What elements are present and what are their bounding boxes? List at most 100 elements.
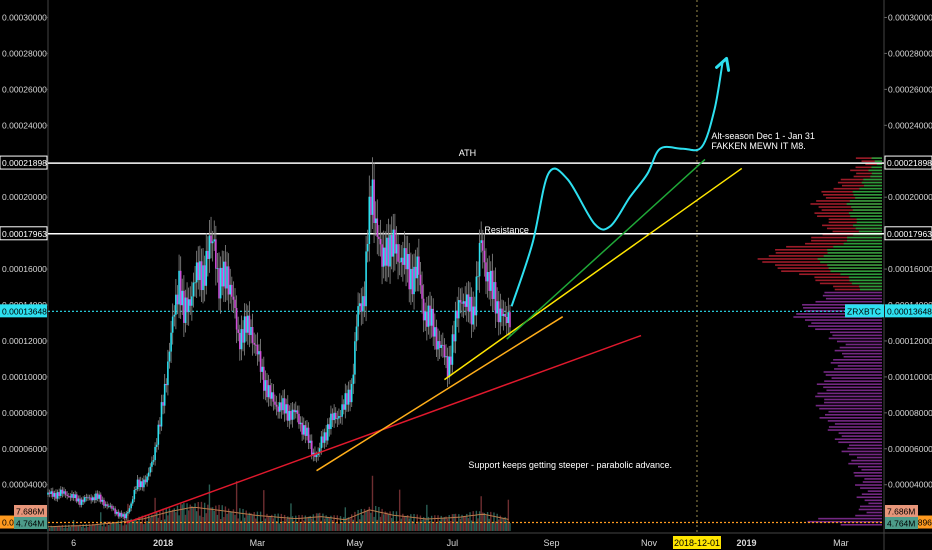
candle-body [184,297,187,323]
candle-body [66,494,68,496]
volume-bar [384,511,386,531]
candle-body [90,497,92,501]
volume-bar [299,522,302,531]
candle-body [473,306,476,316]
volume-profile-bar [815,395,882,398]
volume-bar [295,515,297,531]
candle-body [397,244,399,262]
volume-bar [130,518,132,531]
volume-bar [48,527,51,531]
candle-body [259,351,262,372]
volume-profile-bar [855,484,882,486]
volume-profile-bar [841,450,882,453]
volume-bar [133,519,136,531]
volume-label-right: 4.764M [887,519,915,529]
candle-body [123,514,126,519]
candle-body [339,415,342,417]
volume-profile-bar [827,429,882,431]
volume-bar [405,515,407,531]
candle-body [115,511,118,514]
volume-bar [96,523,99,531]
candle-body [435,327,438,350]
x-axis-label: Mar [250,538,266,548]
volume-bar [272,518,275,531]
volume-profile-bar [843,355,882,358]
volume-profile-bar [825,197,882,199]
volume-bar [104,526,107,531]
volume-bar [171,509,174,531]
candle-body [205,250,208,286]
volume-bar [480,496,482,531]
candle-body [109,505,112,507]
volume-bar [429,520,431,531]
volume-bar [149,518,152,531]
candle-body [429,305,431,326]
candle-body [170,332,172,352]
candle-body [208,235,211,259]
volume-bar [235,481,238,531]
candle-body [485,262,487,282]
y-tick-right-label: 0.00026000 [888,84,932,94]
candle-body [227,266,230,295]
volume-profile-bar [839,346,882,349]
volume-bar [488,518,490,531]
volume-profile-bar [815,279,882,282]
volume-bar [395,511,398,531]
candle-body [72,494,75,499]
volume-bar [195,511,198,531]
y-tick-left-label: 0.00012000 [2,336,47,346]
candle-body [96,493,99,499]
volume-bar [192,507,195,531]
candle-body [237,329,240,333]
volume-bar [438,520,441,531]
volume-profile-bar [853,194,882,196]
candle-body [111,505,113,509]
volume-profile-bar [807,520,882,523]
volume-bar [248,512,251,531]
candle-body [403,248,406,265]
volume-bar [418,521,420,531]
candle-body [440,344,443,348]
candle-body [223,261,225,287]
volume-bar [61,525,64,531]
volume-bar [74,525,76,531]
volume-bar [432,522,434,531]
volume-bar [403,516,406,531]
volume-profile-bar [803,307,882,309]
volume-profile-bar [874,160,882,163]
candle-body [398,261,401,263]
volume-bar [253,512,255,531]
y-tick-right-label: 0.00016000 [888,264,932,274]
candle-body [310,440,313,456]
volume-bar [157,517,159,531]
volume-profile-bar [843,242,882,245]
candle-body [462,301,465,304]
candle-body [470,296,473,325]
volume-bar [259,511,262,531]
resistance-annotation: Resistance [484,225,529,236]
candle-body [491,270,494,299]
volume-bar [450,520,452,531]
volume-ma-line [47,506,509,528]
volume-profile-bar [810,203,882,205]
volume-profile-bar [827,264,882,266]
candle-body [430,308,433,326]
candle-body [469,296,471,312]
candle-body [138,479,140,488]
candle-body [157,424,160,445]
volume-profile-bar [855,514,882,517]
candle-body [272,392,275,402]
y-tick-right-label: 0.00006000 [888,444,932,454]
candle-body [139,481,142,488]
candle-body [104,504,107,506]
candle-body [99,494,102,502]
volume-profile-bar [861,181,882,184]
volume-profile-bar [871,166,882,169]
volume-bar [446,518,449,531]
volume-bar [187,510,190,531]
volume-profile-bar [818,206,882,208]
volume-bar [189,504,191,531]
x-axis-label: May [346,538,364,548]
volume-bar [237,518,239,531]
